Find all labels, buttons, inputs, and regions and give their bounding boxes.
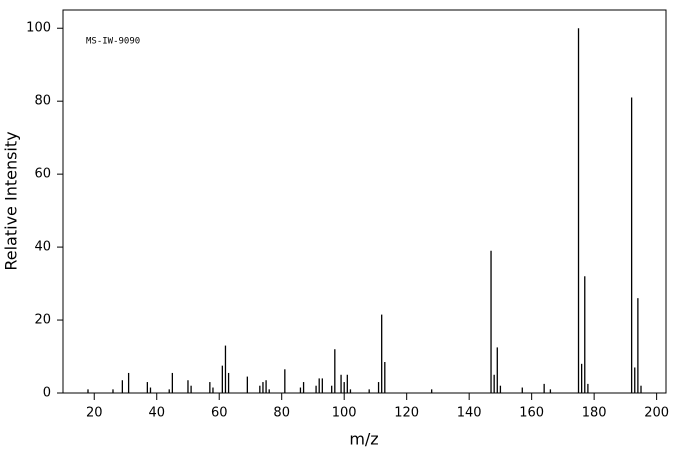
y-tick-label: 0 (43, 386, 51, 401)
x-tick-label: 60 (211, 406, 228, 421)
plot-frame (62, 9, 667, 394)
y-tick-label: 100 (26, 21, 51, 36)
x-tick-label: 200 (644, 406, 669, 421)
x-tick-label: 100 (332, 406, 357, 421)
y-tick-label: 60 (34, 167, 51, 182)
x-axis-title: m/z (349, 430, 378, 449)
x-tick-label: 160 (519, 406, 544, 421)
y-axis-title: Relative Intensity (2, 131, 21, 270)
annotation: MS-IW-9090 (86, 37, 140, 47)
x-tick-label: 180 (582, 406, 607, 421)
x-tick-label: 80 (273, 406, 290, 421)
x-tick-label: 140 (457, 406, 482, 421)
y-tick-label: 40 (34, 240, 51, 255)
y-tick-label: 20 (34, 313, 51, 328)
x-tick-label: 20 (86, 406, 103, 421)
y-tick-label: 80 (34, 94, 51, 109)
x-tick-label: 40 (148, 406, 165, 421)
x-tick-label: 120 (394, 406, 419, 421)
